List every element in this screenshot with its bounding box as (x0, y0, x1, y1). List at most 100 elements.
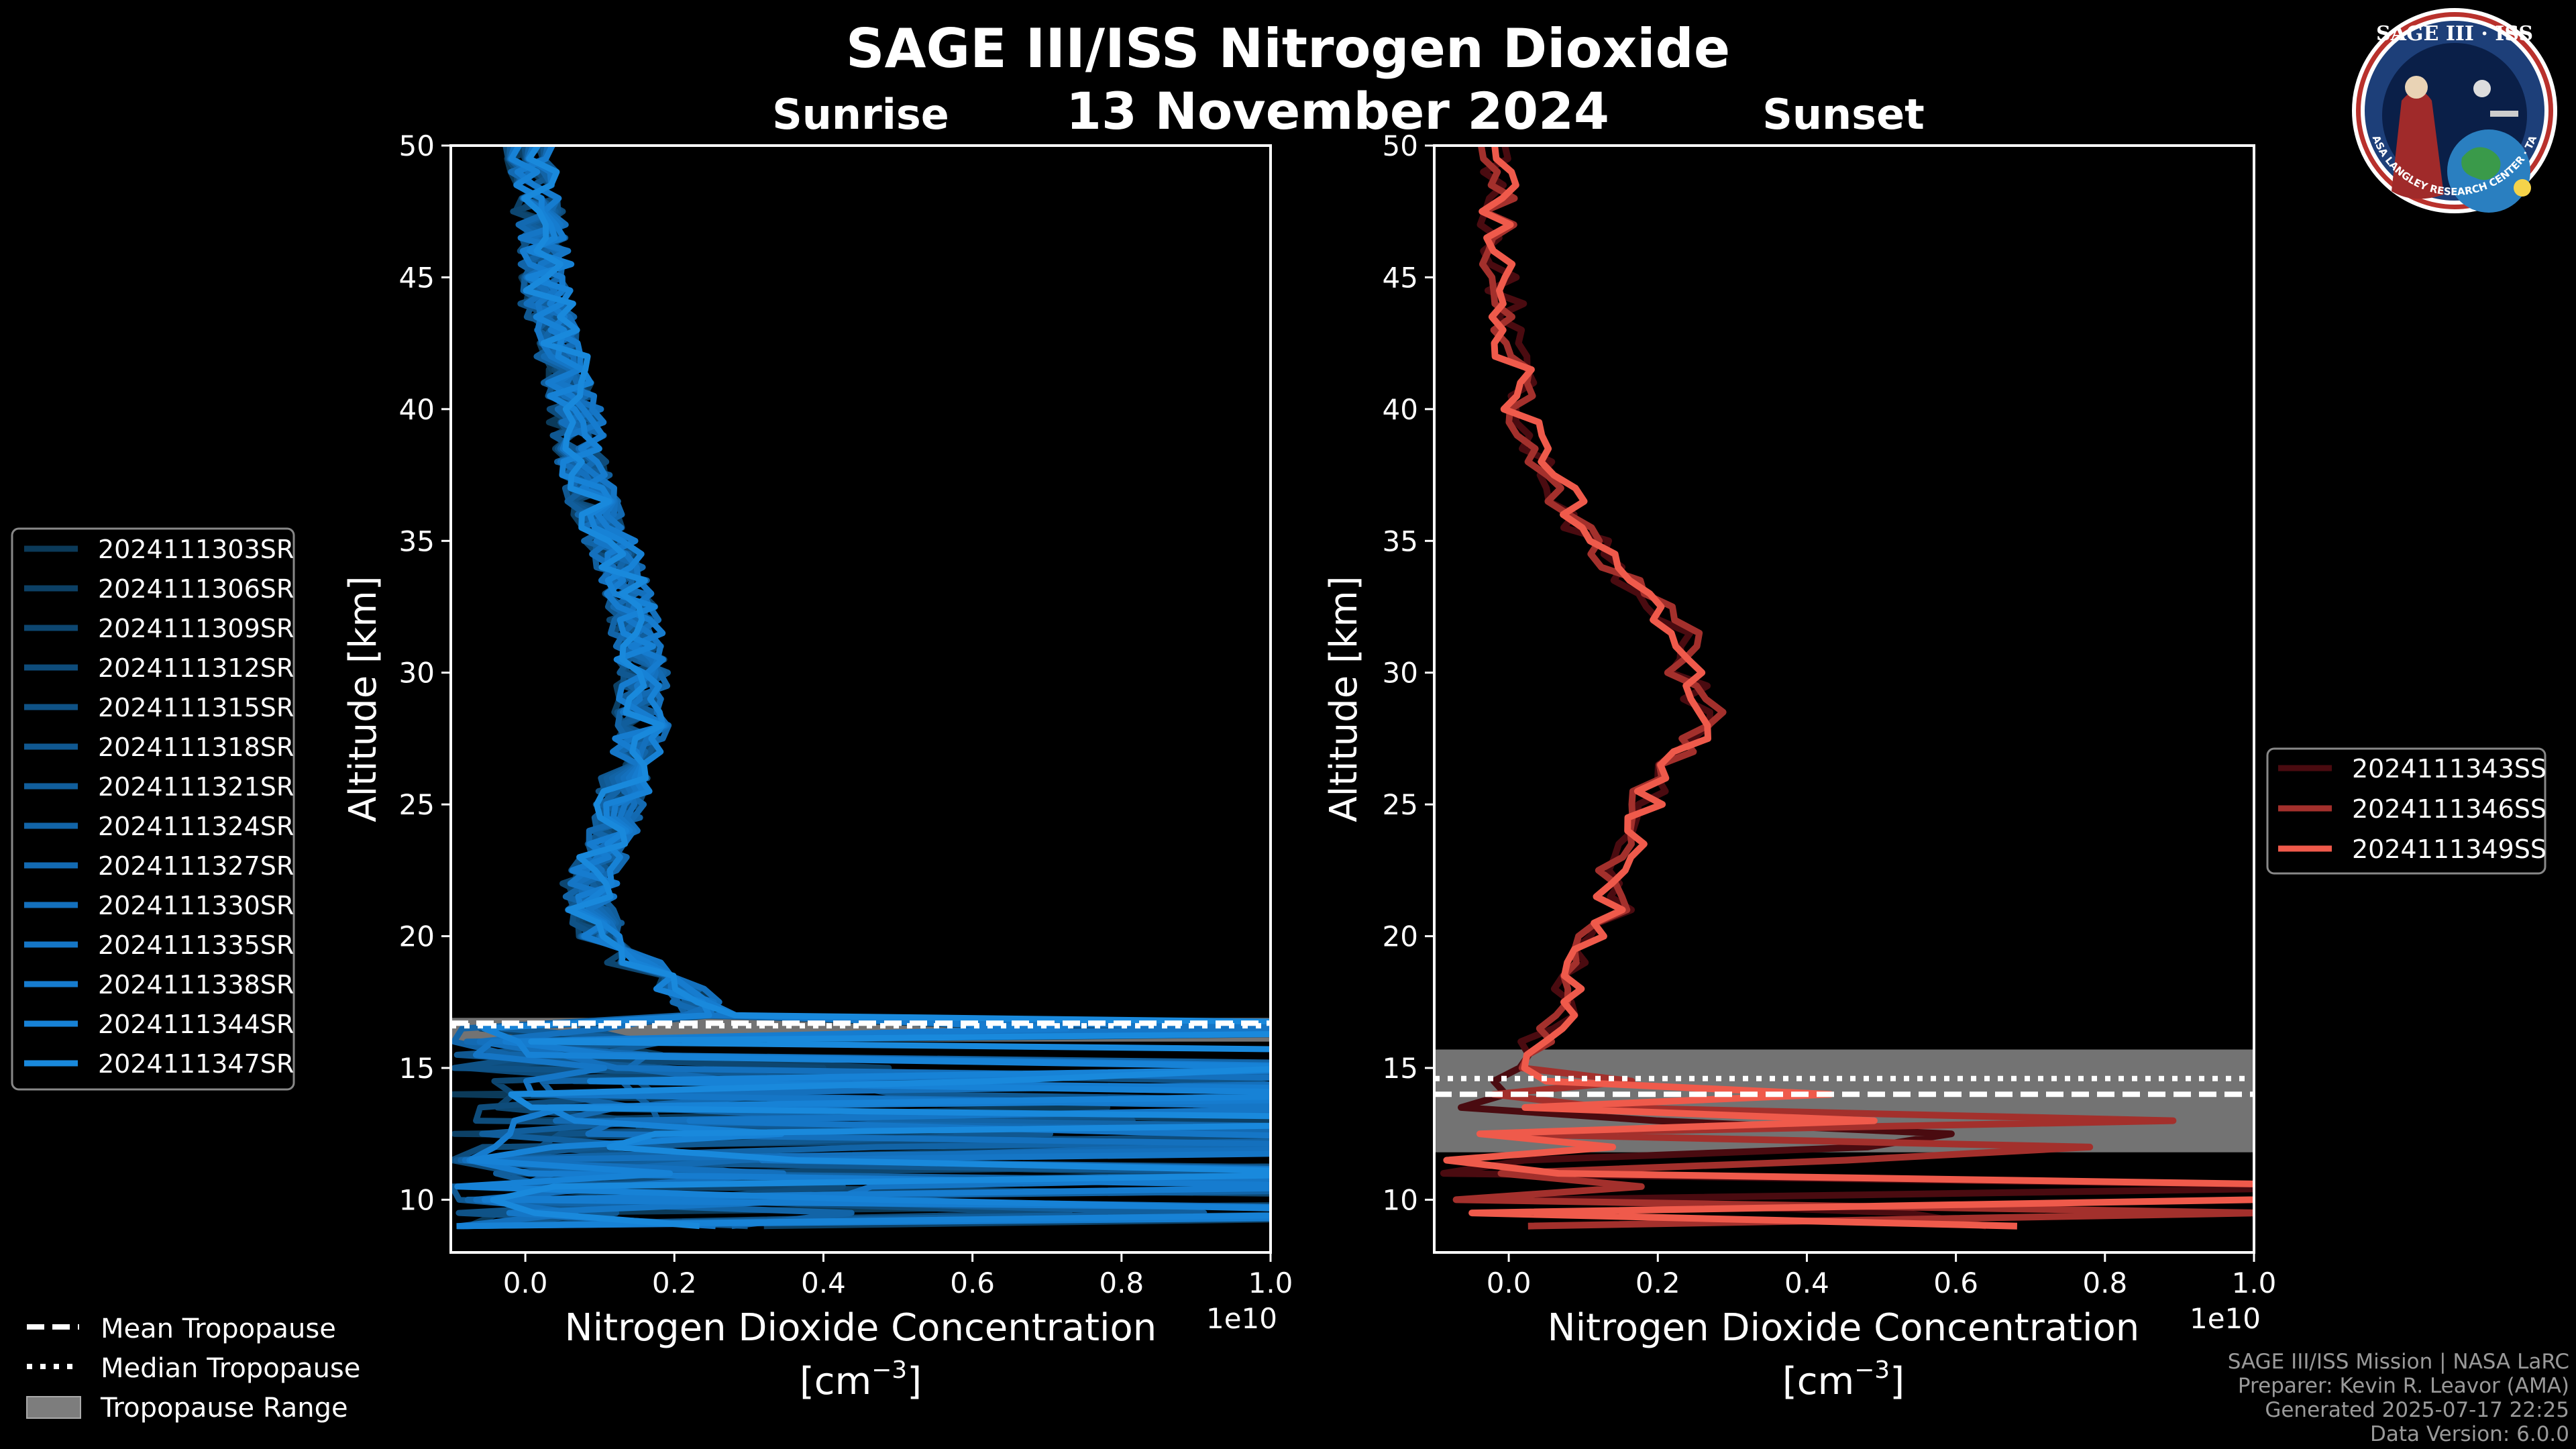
x-tick-label: 0.0 (503, 1267, 548, 1299)
logo-station (2490, 111, 2518, 117)
y-tick-label: 30 (1383, 657, 1418, 690)
logo-sage-head (2405, 76, 2428, 99)
x-unit-close: ] (907, 1360, 922, 1403)
x-tick-label: 0.8 (1099, 1267, 1144, 1299)
series-line-2024111344SR (454, 146, 1271, 1230)
x-axis-unit: [cm−3] (1782, 1356, 1904, 1403)
y-tick-label: 35 (1383, 525, 1418, 557)
x-tick-label: 1.0 (2232, 1267, 2277, 1299)
panel-title-sunrise: Sunrise (772, 90, 949, 139)
legend-entry-label: 2024111338SR (98, 970, 294, 1000)
y-axis-ticks: 10 15 20 25 30 35 40 45 50 (399, 129, 451, 1216)
x-axis-label: Nitrogen Dioxide Concentration (565, 1306, 1157, 1350)
logo-moon (2473, 80, 2491, 97)
x-axis-label: Nitrogen Dioxide Concentration (1548, 1306, 2140, 1350)
main-title: SAGE III/ISS Nitrogen Dioxide (846, 17, 1730, 80)
x-tick-label: 0.4 (1784, 1267, 1829, 1299)
sunrise-legend: 2024111303SR 2024111306SR 2024111309SR 2024… (11, 527, 295, 1091)
median-tropopause-label: Median Tropopause (101, 1353, 360, 1384)
legend-entry-label: 2024111343SS (2352, 754, 2546, 784)
mean-tropopause-label: Mean Tropopause (101, 1313, 336, 1344)
series-line-2024111349SS (1443, 146, 2254, 1230)
legend-entry-label: 2024111349SS (2352, 835, 2546, 864)
x-tick-label: 0.6 (1933, 1267, 1978, 1299)
sunset-panel: 0.0 0.2 0.4 0.6 0.8 1.0 10 15 20 25 30 35 40 45 50 1e… (1322, 129, 2277, 1403)
y-tick-label: 45 (1383, 261, 1418, 294)
sunset-profiles (1440, 146, 2254, 1230)
legend-entry-label: 2024111335SR (98, 930, 294, 960)
x-axis-ticks: 0.0 0.2 0.4 0.6 0.8 1.0 (503, 1252, 1293, 1299)
y-axis-label: Altitude [km] (341, 576, 385, 822)
y-tick-label: 10 (399, 1183, 435, 1216)
legend-entry-label: 2024111318SR (98, 733, 294, 762)
y-tick-label: 20 (1383, 920, 1418, 953)
legend-frame (11, 527, 295, 1091)
footer-mission: SAGE III/ISS Mission | NASA LaRC (2228, 1350, 2569, 1374)
footer-credits: SAGE III/ISS Mission | NASA LaRC Prepare… (2228, 1350, 2569, 1446)
y-tick-label: 25 (1383, 788, 1418, 821)
x-unit-exp: −3 (871, 1356, 907, 1384)
x-tick-label: 0.8 (2082, 1267, 2127, 1299)
panel-title-sunset: Sunset (1762, 90, 1925, 139)
footer-preparer: Preparer: Kevin R. Leavor (AMA) (2238, 1374, 2569, 1398)
series-line-2024111335SR (472, 146, 1271, 1230)
x-tick-label: 1.0 (1248, 1267, 1293, 1299)
legend-entry-label: 2024111347SR (98, 1049, 294, 1079)
y-tick-label: 15 (399, 1052, 435, 1085)
y-tick-label: 15 (1383, 1052, 1418, 1085)
y-tick-label: 20 (399, 920, 435, 953)
footer-version: Data Version: 6.0.0 (2370, 1422, 2569, 1446)
legend-entry-label: 2024111327SR (98, 851, 294, 881)
legend-entry-label: 2024111346SS (2352, 794, 2546, 824)
x-tick-label: 0.2 (652, 1267, 697, 1299)
legend-entry-label: 2024111321SR (98, 772, 294, 802)
y-tick-label: 50 (399, 129, 435, 162)
y-tick-label: 50 (1383, 129, 1418, 162)
x-unit-close: ] (1890, 1360, 1904, 1403)
footer-generated: Generated 2025-07-17 22:25 (2265, 1398, 2569, 1422)
y-axis-label: Altitude [km] (1322, 576, 1366, 822)
legend-entry-label: 2024111306SR (98, 574, 294, 604)
legend-entry-label: 2024111303SR (98, 535, 294, 564)
x-tick-label: 0.6 (950, 1267, 995, 1299)
y-tick-label: 10 (1383, 1183, 1418, 1216)
x-offset-label: 1e10 (2190, 1302, 2261, 1335)
legend-entry-label: 2024111309SR (98, 614, 294, 643)
x-offset-label: 1e10 (1206, 1302, 1277, 1335)
y-tick-label: 40 (399, 393, 435, 426)
x-unit-base: [cm (800, 1360, 871, 1403)
tropopause-lines (1434, 1075, 2254, 1097)
date-title: 13 November 2024 (1066, 81, 1609, 141)
y-tick-label: 35 (399, 525, 435, 557)
x-tick-label: 0.4 (801, 1267, 846, 1299)
x-tick-label: 0.2 (1635, 1267, 1680, 1299)
tropopause-legend: Mean Tropopause Median Tropopause Tropop… (26, 1313, 360, 1424)
legend-entry-label: 2024111324SR (98, 812, 294, 841)
tropopause-lines (451, 1020, 1271, 1029)
series-line-2024111343SS (1440, 146, 2254, 1230)
sunrise-profiles (451, 146, 1271, 1230)
sunset-legend: 2024111343SS 2024111346SS 2024111349SS (2266, 747, 2546, 875)
y-tick-label: 45 (399, 261, 435, 294)
x-unit-exp: −3 (1854, 1356, 1890, 1384)
sunrise-axes-frame (449, 144, 1272, 1254)
tropopause-range-label: Tropopause Range (100, 1393, 348, 1424)
y-tick-label: 30 (399, 657, 435, 690)
x-unit-base: [cm (1782, 1360, 1854, 1403)
legend-entry-label: 2024111344SR (98, 1010, 294, 1039)
y-tick-label: 40 (1383, 393, 1418, 426)
logo-earth-land (2461, 147, 2501, 180)
legend-entry-label: 2024111315SR (98, 693, 294, 722)
legend-frame (2266, 747, 2546, 875)
tropopause-range-swatch (26, 1396, 81, 1419)
legend-entry-label: 2024111330SR (98, 891, 294, 920)
sunrise-panel: 0.0 0.2 0.4 0.6 0.8 1.0 10 15 20 25 30 35 40 45 50 1e… (341, 129, 1293, 1403)
y-axis-ticks: 10 15 20 25 30 35 40 45 50 (1383, 129, 1434, 1216)
sunset-axes-frame (1433, 144, 2255, 1254)
x-tick-label: 0.0 (1487, 1267, 1532, 1299)
legend-entry-label: 2024111312SR (98, 653, 294, 683)
logo-sage-figure (2392, 91, 2444, 199)
series-line-2024111347SR (490, 146, 1271, 1230)
x-axis-unit: [cm−3] (800, 1356, 922, 1403)
